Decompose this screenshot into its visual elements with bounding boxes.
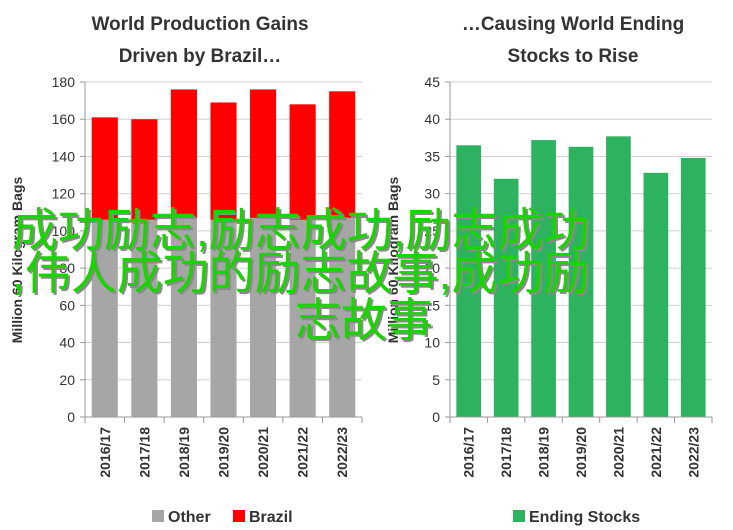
bars <box>449 136 706 423</box>
bar-ending-stocks <box>606 136 631 417</box>
chart-title-line-1: …Causing World Ending <box>462 14 684 35</box>
overlay-line-3-shadow: 志故事 <box>297 296 435 348</box>
legend: Ending Stocks <box>513 509 640 526</box>
bar-other <box>210 219 237 417</box>
x-tick-label: 2018/19 <box>536 427 552 478</box>
x-tick-label: 2019/20 <box>216 427 232 478</box>
y-tick-label: 20 <box>59 372 75 388</box>
y-tick-label: 45 <box>424 74 440 90</box>
y-axis-label: Million 60 Kilogram Bags <box>385 177 401 344</box>
y-tick-label: 25 <box>424 223 440 239</box>
bar-other <box>91 219 118 417</box>
bar-other <box>250 217 277 417</box>
y-tick-label: 40 <box>424 111 440 127</box>
bar-brazil <box>329 91 356 218</box>
x-tick-label: 2020/21 <box>255 427 271 478</box>
y-tick-label: 100 <box>52 223 76 239</box>
ending-stocks-chart: …Causing World Ending Stocks to Rise Mil… <box>385 14 713 526</box>
legend-label-ending-stocks: Ending Stocks <box>529 509 640 526</box>
plot-frame <box>449 82 713 423</box>
y-tick-labels: 0 20 40 60 80 100 120 140 160 180 <box>52 74 76 425</box>
bar-other <box>289 219 316 417</box>
bar-ending-stocks <box>531 140 556 418</box>
x-tick-label: 2018/19 <box>176 427 192 478</box>
y-tick-label: 0 <box>67 409 75 425</box>
bar-brazil <box>131 119 158 220</box>
bar-brazil <box>170 89 197 218</box>
y-tick-labels: 0 5 10 15 20 25 30 35 40 45 <box>424 74 440 425</box>
legend-label-other: Other <box>168 509 211 526</box>
y-axis-label: Million 60 Kilogram Bags <box>9 177 25 344</box>
y-tick-label: 140 <box>52 148 76 164</box>
bar-ending-stocks <box>568 146 594 417</box>
chart-title-line-2: Stocks to Rise <box>508 46 639 67</box>
bar-brazil <box>250 89 277 218</box>
bar-ending-stocks <box>493 178 519 417</box>
y-tick-label: 40 <box>59 335 75 351</box>
bar-brazil <box>91 117 118 220</box>
bar-ending-stocks <box>456 145 482 417</box>
y-tick-label: 80 <box>59 260 75 276</box>
y-tick-label: 35 <box>424 148 440 164</box>
y-tick-label: 20 <box>424 260 440 276</box>
legend-swatch-other <box>152 510 164 522</box>
x-tick-label: 2022/23 <box>334 427 350 478</box>
bar-other <box>329 217 356 417</box>
y-tick-label: 5 <box>432 372 440 388</box>
y-tick-label: 30 <box>424 186 440 202</box>
x-tick-label: 2016/17 <box>97 427 113 478</box>
y-tick-label: 0 <box>432 409 440 425</box>
x-tick-labels: 2016/17 2017/18 2018/19 2019/20 2020/21 2021/… <box>461 427 702 478</box>
y-tick-label: 120 <box>52 186 76 202</box>
x-tick-label: 2017/18 <box>498 427 514 478</box>
bars <box>84 89 356 423</box>
y-tick-label: 180 <box>52 74 76 90</box>
x-tick-label: 2017/18 <box>136 427 152 478</box>
x-tick-label: 2022/23 <box>685 427 701 478</box>
legend-label-brazil: Brazil <box>249 509 293 526</box>
overlay-line-2-shadow: ,伟人成功的励志故事,成功励 <box>14 249 592 301</box>
overlay-line-2: ,伟人成功的励志故事,成功励 <box>12 247 590 299</box>
overlay-line-3: 志故事 <box>295 294 433 346</box>
y-tick-label: 160 <box>52 111 76 127</box>
bar-brazil <box>210 102 237 220</box>
bar-brazil <box>289 104 316 220</box>
chart-title-line-2: Driven by Brazil… <box>119 46 282 67</box>
bar-ending-stocks <box>643 172 669 417</box>
bar-other <box>131 219 158 417</box>
legend: Other Brazil <box>152 509 293 526</box>
overlay-line-1: 成功励志,励志成功,励志成功 <box>12 204 590 256</box>
x-tick-label: 2016/17 <box>461 427 477 478</box>
bar-ending-stocks <box>680 157 706 417</box>
y-tick-label: 10 <box>424 335 440 351</box>
x-tick-label: 2019/20 <box>573 427 589 478</box>
production-chart: World Production Gains Driven by Brazil…… <box>9 14 363 526</box>
x-tick-label: 2020/21 <box>610 427 626 478</box>
overlay-text: 成功励志,励志成功,励志成功 成功励志,励志成功,励志成功 ,伟人成功的励志故事… <box>12 204 592 348</box>
chart-title-line-1: World Production Gains <box>91 14 308 35</box>
legend-swatch-ending-stocks <box>513 510 525 522</box>
x-tick-label: 2021/22 <box>648 427 664 478</box>
legend-swatch-brazil <box>233 510 245 522</box>
y-tick-label: 60 <box>59 297 75 313</box>
x-tick-label: 2021/22 <box>295 427 311 478</box>
x-tick-labels: 2016/17 2017/18 2018/19 2019/20 2020/21 2021/… <box>97 427 350 478</box>
y-tick-label: 15 <box>424 297 440 313</box>
bar-other <box>170 217 197 417</box>
overlay-line-1-shadow: 成功励志,励志成功,励志成功 <box>14 206 592 258</box>
plot-frame <box>84 82 363 423</box>
